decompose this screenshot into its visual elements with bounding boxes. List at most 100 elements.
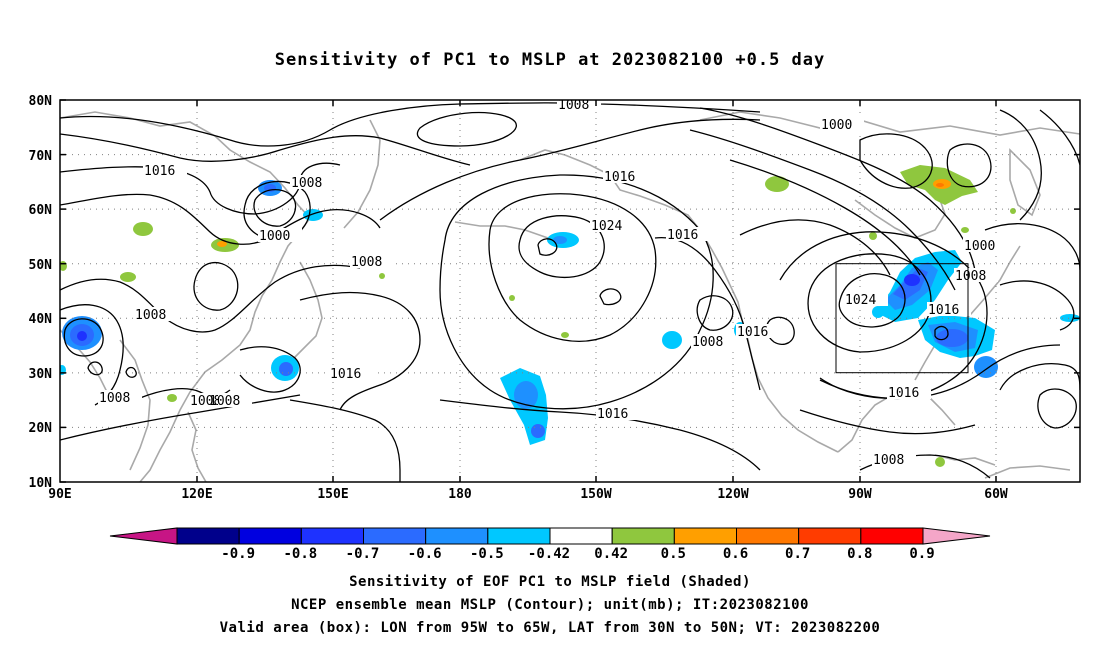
- colorbar-cell: [611, 527, 675, 545]
- contour-label: 1000: [821, 118, 852, 133]
- contour-atlantic-high: [1037, 388, 1077, 429]
- coast-indochina: [119, 339, 151, 471]
- colorbar-cell: [549, 527, 613, 545]
- colorbar-cell: [425, 527, 489, 545]
- contour-label: 1016: [667, 228, 698, 243]
- patch-carolina: [872, 306, 884, 318]
- contour-india-low-3: [125, 366, 137, 378]
- caption-line-1: Sensitivity of EOF PC1 to MSLP field (Sh…: [349, 574, 751, 590]
- contour-mongolia-high: [193, 261, 239, 311]
- contour-labels: 1008 1000 1016 1008 1000 1016 1024 1016 …: [98, 98, 1007, 468]
- colorbar-cell: [736, 527, 800, 545]
- colorbar-label: 0.9: [909, 546, 934, 562]
- contour-arctic-2: [60, 133, 471, 166]
- coast-south-america: [984, 465, 1071, 479]
- contour-atlantic-2: [999, 280, 1075, 331]
- valid-area-box: [835, 263, 969, 374]
- contour-label: 1024: [591, 219, 622, 234]
- lon-label: 120W: [717, 487, 748, 502]
- lat-label: 70N: [29, 149, 53, 164]
- patch-hudson-small: [961, 227, 969, 233]
- patch-east-china: [167, 394, 177, 402]
- colorbar-cell: [363, 527, 427, 545]
- lon-label: 150W: [580, 487, 611, 502]
- coast-kamchatka: [343, 119, 381, 229]
- coast-north-america-west: [729, 284, 839, 453]
- coast-caribbean: [934, 454, 996, 466]
- contour-label: 1024: [845, 293, 876, 308]
- contour-arctic-1: [60, 102, 761, 147]
- coast-east-asia: [60, 111, 312, 482]
- coast-philippines: [187, 411, 207, 482]
- contour-label: 1016: [144, 164, 175, 179]
- colorbar: -0.9 -0.8 -0.7 -0.6 -0.5 -0.42 0.42 0.5 0.6 0.7 0.…: [109, 527, 991, 562]
- latitude-labels: 80N 70N 60N 50N 40N 30N 20N 10N: [29, 94, 53, 491]
- contour-na-1004: [689, 129, 956, 291]
- contour-nw-pacific-2: [289, 399, 401, 482]
- contour-label: 1016: [928, 303, 959, 318]
- colorbar-label: 0.5: [661, 546, 686, 562]
- colorbar-cell: [238, 527, 302, 545]
- positive-sensitivity-patches: [60, 165, 1016, 467]
- contour-label: 1008: [873, 453, 904, 468]
- contour-pacific-high-inner: [537, 238, 558, 256]
- lat-label: 50N: [29, 258, 53, 273]
- map-frame: [59, 99, 1081, 483]
- contour-label: 1016: [597, 407, 628, 422]
- map-title: Sensitivity of PC1 to MSLP at 2023082100…: [274, 50, 826, 70]
- patch-yukon: [765, 176, 789, 192]
- contour-pacific-high-1020: [488, 193, 657, 342]
- patch-greenland: [1010, 208, 1016, 214]
- colorbar-label: 0.7: [785, 546, 810, 562]
- caption-line-2: NCEP ensemble mean MSLP (Contour); unit(…: [291, 597, 809, 613]
- patch-bering: [547, 232, 579, 248]
- lat-label: 80N: [29, 94, 53, 109]
- patch-pacific-mid: [561, 332, 569, 338]
- patch-gulf-mexico: [935, 457, 945, 467]
- lon-label: 60W: [984, 487, 1008, 502]
- colorbar-high-end: [922, 527, 991, 545]
- contour-canada-low: [859, 133, 933, 189]
- patch-india: [62, 316, 102, 350]
- contour-east-pacific-1008: [696, 295, 734, 331]
- contour-india-low-2: [87, 361, 103, 376]
- contour-label: 1008: [135, 308, 166, 323]
- contour-na-1000: [699, 107, 976, 271]
- patch-sea-of-okhotsk: [303, 209, 323, 221]
- colorbar-low-end: [109, 527, 178, 545]
- contour-label: 1008: [190, 394, 221, 409]
- contour-label: 1000: [259, 229, 290, 244]
- lat-label: 40N: [29, 312, 53, 327]
- contour-label: 1016: [888, 386, 919, 401]
- lon-label: 120E: [181, 487, 212, 502]
- contour-china-1: [60, 264, 361, 333]
- lat-label: 20N: [29, 421, 53, 436]
- contour-pacific-high-core: [599, 288, 622, 306]
- contour-canada-low-2: [946, 143, 992, 188]
- patch-us-east: [918, 315, 998, 378]
- contour-nw-pacific: [299, 291, 421, 411]
- contour-siberia-2: [60, 193, 381, 245]
- caption-line-3: Valid area (box): LON from 95W to 65W, L…: [219, 620, 881, 636]
- colorbar-label: -0.5: [470, 546, 504, 562]
- contour-us-1024: [838, 273, 906, 328]
- contour-label: 1008: [692, 335, 723, 350]
- patch-canada-mid: [869, 232, 877, 240]
- lon-label: 150E: [317, 487, 348, 502]
- coast-arctic-canada: [699, 111, 1080, 136]
- lon-label: 90E: [48, 487, 71, 502]
- colorbar-label: -0.8: [283, 546, 317, 562]
- patch-atlantic: [1060, 314, 1080, 322]
- colorbar-cell: [798, 527, 862, 545]
- patch-western-china: [120, 272, 136, 282]
- colorbar-label: 0.6: [723, 546, 748, 562]
- contour-na-1012: [739, 219, 891, 276]
- contour-pacific-high-1024: [518, 215, 605, 279]
- contour-label: 1016: [330, 367, 361, 382]
- colorbar-label: 0.42: [594, 546, 628, 562]
- contour-atlantic-1: [984, 223, 1080, 271]
- contour-label: 1008: [558, 98, 589, 113]
- colorbar-cell: [860, 527, 924, 545]
- colorbar-label: -0.6: [408, 546, 442, 562]
